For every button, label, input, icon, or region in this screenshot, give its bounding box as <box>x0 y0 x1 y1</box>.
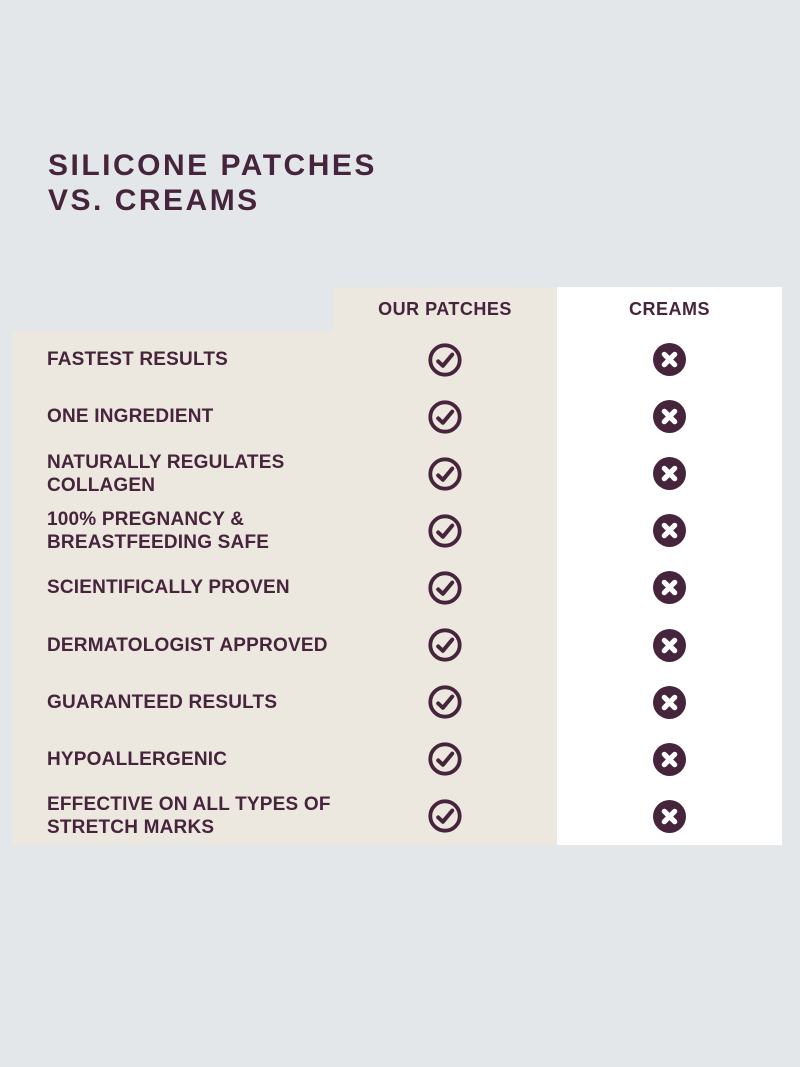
cross-circle-icon <box>653 343 686 377</box>
patches-cell <box>333 342 557 377</box>
cross-circle-icon <box>653 799 686 833</box>
creams-cell <box>557 628 782 662</box>
creams-cell <box>557 343 782 377</box>
creams-cell <box>557 685 782 719</box>
cross-circle-icon <box>653 685 686 719</box>
row-label: ONE INGREDIENT <box>47 406 214 428</box>
check-circle-icon <box>428 342 462 377</box>
check-circle-icon <box>428 685 462 719</box>
column-header-creams: CREAMS <box>628 298 710 319</box>
row-label: NATURALLY REGULATES COLLAGEN <box>47 451 285 496</box>
patches-cell <box>333 685 557 719</box>
row-label: SCIENTIFICALLY PROVEN <box>47 577 290 599</box>
our-patches-column-background <box>333 287 557 845</box>
check-circle-icon <box>428 514 462 548</box>
patches-cell <box>333 628 557 662</box>
creams-cell <box>557 514 782 548</box>
row-label: HYPOALLERGENIC <box>47 748 228 770</box>
cross-circle-icon <box>653 628 686 662</box>
cross-circle-icon <box>653 400 686 434</box>
row-label: FASTEST RESULTS <box>47 349 229 371</box>
table-row: FASTEST RESULTS <box>12 331 782 388</box>
check-circle-icon <box>428 400 462 434</box>
row-label: DERMATOLOGIST APPROVED <box>47 634 328 656</box>
cross-circle-icon <box>653 742 686 776</box>
creams-cell <box>557 742 782 776</box>
page-title-line1: SILICONE PATCHES <box>48 149 377 182</box>
patches-cell <box>333 799 557 834</box>
patches-cell <box>333 514 557 548</box>
creams-cell <box>557 457 782 491</box>
check-circle-icon <box>428 742 462 776</box>
table-row: SCIENTIFICALLY PROVEN <box>12 559 782 616</box>
row-label: 100% PREGNANCY & BREASTFEEDING SAFE <box>47 508 270 553</box>
table-row: HYPOALLERGENIC <box>12 731 782 788</box>
cross-circle-icon <box>653 457 686 491</box>
patches-cell <box>333 742 557 776</box>
patches-cell <box>333 400 557 434</box>
row-label: EFFECTIVE ON ALL TYPES OF STRETCH MARKS <box>47 794 331 839</box>
table-row: EFFECTIVE ON ALL TYPES OF STRETCH MARKS <box>12 788 782 845</box>
check-circle-icon <box>428 628 462 662</box>
page-title: SILICONE PATCHES VS. CREAMS <box>48 148 377 218</box>
page-title-line2: VS. CREAMS <box>48 184 260 217</box>
cross-circle-icon <box>653 571 686 605</box>
column-header-our-patches: OUR PATCHES <box>378 298 512 319</box>
check-circle-icon <box>428 457 462 491</box>
cross-circle-icon <box>653 514 686 548</box>
table-row: 100% PREGNANCY & BREASTFEEDING SAFE <box>12 502 782 559</box>
table-row: NATURALLY REGULATES COLLAGEN <box>12 445 782 502</box>
patches-cell <box>333 571 557 605</box>
check-circle-icon <box>428 571 462 605</box>
creams-cell <box>557 571 782 605</box>
row-label: GUARANTEED RESULTS <box>47 691 278 713</box>
row-labels-panel <box>12 331 333 845</box>
creams-cell <box>557 400 782 434</box>
table-row: DERMATOLOGIST APPROVED <box>12 617 782 674</box>
patches-cell <box>333 457 557 491</box>
table-row: ONE INGREDIENT <box>12 388 782 445</box>
creams-cell <box>557 799 782 833</box>
comparison-rows: FASTEST RESULTS ONE INGREDIENT NATURALLY… <box>12 331 782 845</box>
check-circle-icon <box>428 799 462 834</box>
table-row: GUARANTEED RESULTS <box>12 674 782 731</box>
